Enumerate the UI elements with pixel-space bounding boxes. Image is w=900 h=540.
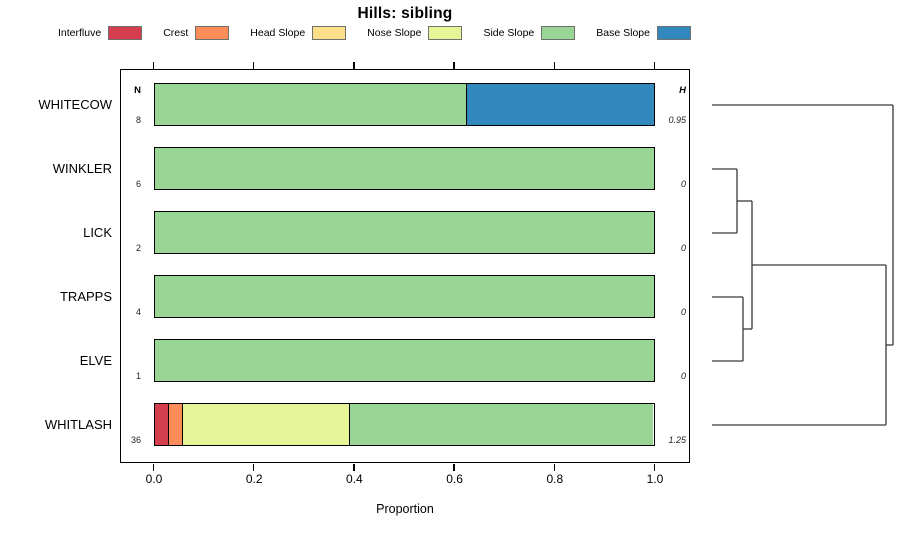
- x-axis-tick-top: [553, 61, 556, 69]
- n-value: 1: [135, 371, 141, 381]
- legend-swatch: [428, 26, 463, 40]
- bar-segment-side-slope: [154, 276, 654, 317]
- legend-item-side-slope: Side Slope: [483, 26, 576, 40]
- x-axis-tick-label: 0.0: [145, 472, 163, 486]
- x-axis-tick-label: 0.2: [245, 472, 263, 486]
- chart-title: Hills: sibling: [357, 5, 453, 22]
- legend-swatch: [541, 26, 576, 40]
- h-value: 0: [680, 371, 686, 381]
- stacked-bar-lick: [153, 211, 655, 254]
- row-label-whitlash: WHITLASH: [44, 417, 112, 432]
- h-value: 1.25: [668, 435, 686, 445]
- n-value: 2: [135, 243, 141, 253]
- x-axis-tick-top: [453, 61, 455, 69]
- x-axis-tick-top: [152, 61, 155, 69]
- stacked-bar-whitlash: [153, 403, 655, 446]
- bar-segment-crest: [168, 404, 183, 445]
- x-axis-tick-top: [353, 61, 355, 69]
- bar-segment-base-slope: [466, 84, 654, 125]
- h-value: 0: [680, 243, 686, 253]
- x-axis-tick-bottom: [353, 463, 355, 471]
- x-axis-tick-label: 1.0: [646, 472, 664, 486]
- row-label-elve: ELVE: [79, 353, 112, 368]
- bar-segment-nose-slope: [182, 404, 349, 445]
- n-value: 4: [135, 307, 141, 317]
- legend-label: Head Slope: [250, 27, 306, 39]
- bar-segment-side-slope: [154, 212, 654, 253]
- x-axis-tick-top: [653, 61, 656, 69]
- bar-segment-interfluve: [154, 404, 169, 445]
- bar-segment-side-slope: [154, 148, 654, 189]
- n-column-header: N: [134, 85, 141, 96]
- x-axis-tick-bottom: [152, 463, 155, 471]
- h-value: 0.95: [668, 115, 686, 125]
- x-axis-tick-top: [252, 61, 255, 69]
- x-axis-title: Proportion: [376, 502, 434, 516]
- legend-swatch: [195, 26, 230, 40]
- plot-area: N H 8 0.95 6 0 2 0 4 0 1 0 36 1.25: [120, 61, 690, 471]
- legend-label: Base Slope: [596, 27, 650, 39]
- x-axis-tick-bottom: [653, 463, 656, 471]
- n-value: 36: [130, 435, 141, 445]
- bar-segment-side-slope: [154, 84, 467, 125]
- h-value: 0: [680, 179, 686, 189]
- x-axis-tick-label: 0.4: [346, 472, 363, 486]
- stacked-bar-winkler: [153, 147, 655, 190]
- legend-item-base-slope: Base Slope: [596, 26, 691, 40]
- stacked-bar-trapps: [153, 275, 655, 318]
- row-label-winkler: WINKLER: [52, 161, 112, 176]
- n-value: 8: [135, 115, 141, 125]
- legend-item-nose-slope: Nose Slope: [367, 26, 463, 40]
- row-label-lick: LICK: [83, 225, 112, 240]
- legend-label: Crest: [163, 27, 189, 39]
- x-axis-tick-bottom: [453, 463, 455, 471]
- h-column-header: H: [679, 85, 686, 96]
- bar-segment-side-slope: [154, 340, 654, 381]
- legend-item-head-slope: Head Slope: [250, 26, 347, 40]
- h-value: 0: [680, 307, 686, 317]
- legend-swatch: [108, 26, 143, 40]
- row-label-whitecow: WHITECOW: [38, 97, 112, 112]
- x-axis-tick-label: 0.6: [446, 472, 463, 486]
- legend-item-interfluve: Interfluve: [58, 26, 143, 40]
- legend-swatch: [656, 26, 691, 40]
- x-axis-tick-bottom: [252, 463, 255, 471]
- x-axis-tick-bottom: [553, 463, 556, 471]
- n-value: 6: [135, 179, 141, 189]
- stacked-bar-elve: [153, 339, 655, 382]
- legend-label: Side Slope: [483, 27, 535, 39]
- stacked-bar-whitecow: [153, 83, 655, 126]
- bar-segment-side-slope: [348, 404, 654, 445]
- row-label-trapps: TRAPPS: [59, 289, 112, 304]
- x-axis-tick-label: 0.8: [546, 472, 564, 486]
- legend-item-crest: Crest: [163, 26, 230, 40]
- legend-label: Interfluve: [58, 27, 102, 39]
- legend-swatch: [312, 26, 347, 40]
- legend: Interfluve Crest Head Slope Nose Slope Side …: [58, 25, 691, 41]
- legend-label: Nose Slope: [367, 27, 422, 39]
